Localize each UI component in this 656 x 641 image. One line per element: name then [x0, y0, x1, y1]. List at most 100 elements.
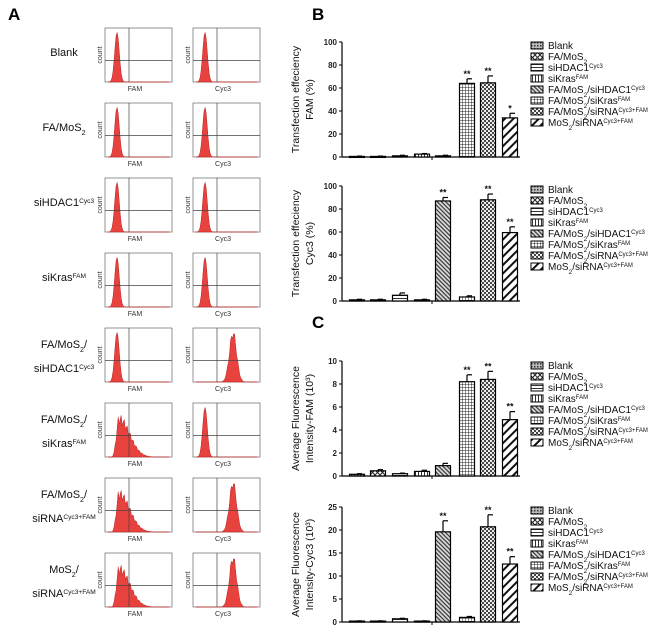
x-axis-label: Cyc3: [215, 536, 231, 543]
significance-label: **: [484, 66, 492, 76]
legend-swatch: [530, 63, 544, 72]
x-axis-label: FAM: [128, 536, 143, 543]
row-label: siRNACyc3+FAM: [32, 588, 96, 600]
legend-swatch: [530, 185, 544, 194]
label-part: 2: [584, 524, 588, 531]
bar: [458, 616, 476, 623]
label-part: Blank: [50, 47, 78, 59]
histogram-fam: count FAM: [97, 252, 173, 318]
bar: [479, 526, 497, 623]
label-part: FA/MoS: [548, 561, 584, 572]
bar: [479, 199, 497, 302]
count-axis-label: count: [97, 121, 104, 138]
x-axis-label: FAM: [128, 311, 143, 318]
x-axis-label: Cyc3: [215, 161, 231, 168]
significance-label: *: [508, 103, 512, 113]
label-part: FA/MoS: [41, 414, 80, 426]
legend-label: MoS2/siRNACyc3+FAM: [548, 118, 633, 132]
label-part: FAM: [618, 241, 630, 247]
label-part: MoS: [548, 583, 569, 594]
legend-swatch: [530, 383, 544, 392]
y-tick-label: 15: [328, 549, 337, 558]
label-part: Cyc3: [631, 230, 645, 236]
legend-swatch: [530, 394, 544, 403]
legend-label: siHDAC1Cyc3: [548, 528, 603, 539]
count-axis-label: count: [185, 571, 192, 588]
count-axis-label: count: [97, 571, 104, 588]
histogram-row: FA/MoS2 count FAM count Cyc3: [42, 102, 261, 168]
label-part: Cyc3: [589, 384, 603, 390]
label-part: Cyc3+FAM: [603, 119, 633, 125]
label-part: siRNA: [32, 588, 64, 600]
histogram-cyc3: count Cyc3: [185, 327, 261, 393]
y-axis-label: Intensity-FAM (10³): [304, 374, 316, 463]
label-part: 2: [584, 379, 588, 386]
y-tick-label: 100: [324, 182, 338, 191]
label-part: 2: [584, 59, 588, 66]
row-label: FA/MoS2/: [41, 414, 88, 429]
legend-swatch: [530, 361, 544, 370]
label-part: siHDAC1: [548, 207, 590, 218]
legend-label: Blank: [548, 185, 574, 196]
legend-label: MoS2/siRNACyc3+FAM: [548, 438, 633, 452]
legend-label: FA/MoS2: [548, 372, 588, 386]
label-part: 2: [80, 496, 84, 504]
bar-chart-2: 0 20 40 60 80 100 Transfection effeciency Cyc3 …: [290, 182, 648, 306]
legend-label: Blank: [548, 361, 574, 372]
label-part: Blank: [548, 185, 574, 196]
label-part: FAM: [618, 97, 630, 103]
legend-label: FA/MoS2/siHDAC1Cyc3: [548, 550, 645, 564]
bar: [348, 299, 366, 302]
histogram-distribution: [196, 483, 257, 533]
label-part: Cyc3+FAM: [603, 584, 633, 590]
x-axis-label: Cyc3: [215, 461, 231, 468]
row-label: MoS2/: [49, 564, 80, 579]
bar: [413, 470, 431, 477]
significance-label: **: [484, 184, 492, 194]
label-part: /siHDAC1: [587, 405, 631, 416]
legend-swatch: [530, 229, 544, 238]
legend-swatch: [530, 528, 544, 537]
bar: [479, 378, 497, 477]
histogram-distribution: [107, 107, 169, 158]
legend-label: MoS2/siRNACyc3+FAM: [548, 262, 633, 276]
label-part: /: [84, 489, 88, 501]
x-axis-label: FAM: [128, 611, 143, 618]
panel-label-c: C: [312, 313, 324, 332]
y-tick-label: 10: [328, 572, 337, 581]
bar: [434, 200, 452, 302]
label-part: 2: [584, 203, 588, 210]
label-part: /siRNA: [587, 572, 618, 583]
legend-label: FA/MoS2/siKrasFAM: [548, 416, 630, 430]
histogram-cyc3: count Cyc3: [185, 552, 261, 618]
label-part: siKras: [42, 272, 73, 284]
significance-label: **: [506, 402, 514, 412]
label-part: Cyc3: [79, 364, 94, 371]
label-part: 2: [569, 269, 573, 276]
label-part: Cyc3: [589, 208, 603, 214]
bar: [391, 473, 409, 477]
histogram-fam: count FAM: [97, 177, 173, 243]
label-part: siRNA: [32, 513, 64, 525]
bar: [501, 563, 519, 623]
label-part: Cyc3+FAM: [618, 108, 648, 114]
histogram-distribution: [107, 332, 169, 383]
legend-label: FA/MoS2/siKrasFAM: [548, 240, 630, 254]
histogram-fam: count FAM: [97, 327, 173, 393]
x-axis-label: FAM: [128, 386, 143, 393]
legend-label: siHDAC1Cyc3: [548, 63, 603, 74]
row-label: siHDAC1Cyc3: [34, 363, 95, 375]
y-tick-label: 80: [328, 205, 337, 214]
legend-swatch: [530, 438, 544, 447]
legend-swatch: [530, 405, 544, 414]
significance-label: **: [439, 511, 447, 521]
y-axis-label: Average Fluorescence: [290, 366, 302, 471]
label-part: /: [84, 414, 88, 426]
legend-swatch: [530, 372, 544, 381]
y-tick-label: 60: [328, 228, 337, 237]
legend-swatch: [530, 218, 544, 227]
label-part: 2: [584, 92, 588, 99]
label-part: Cyc3+FAM: [618, 573, 648, 579]
bar: [458, 381, 476, 477]
